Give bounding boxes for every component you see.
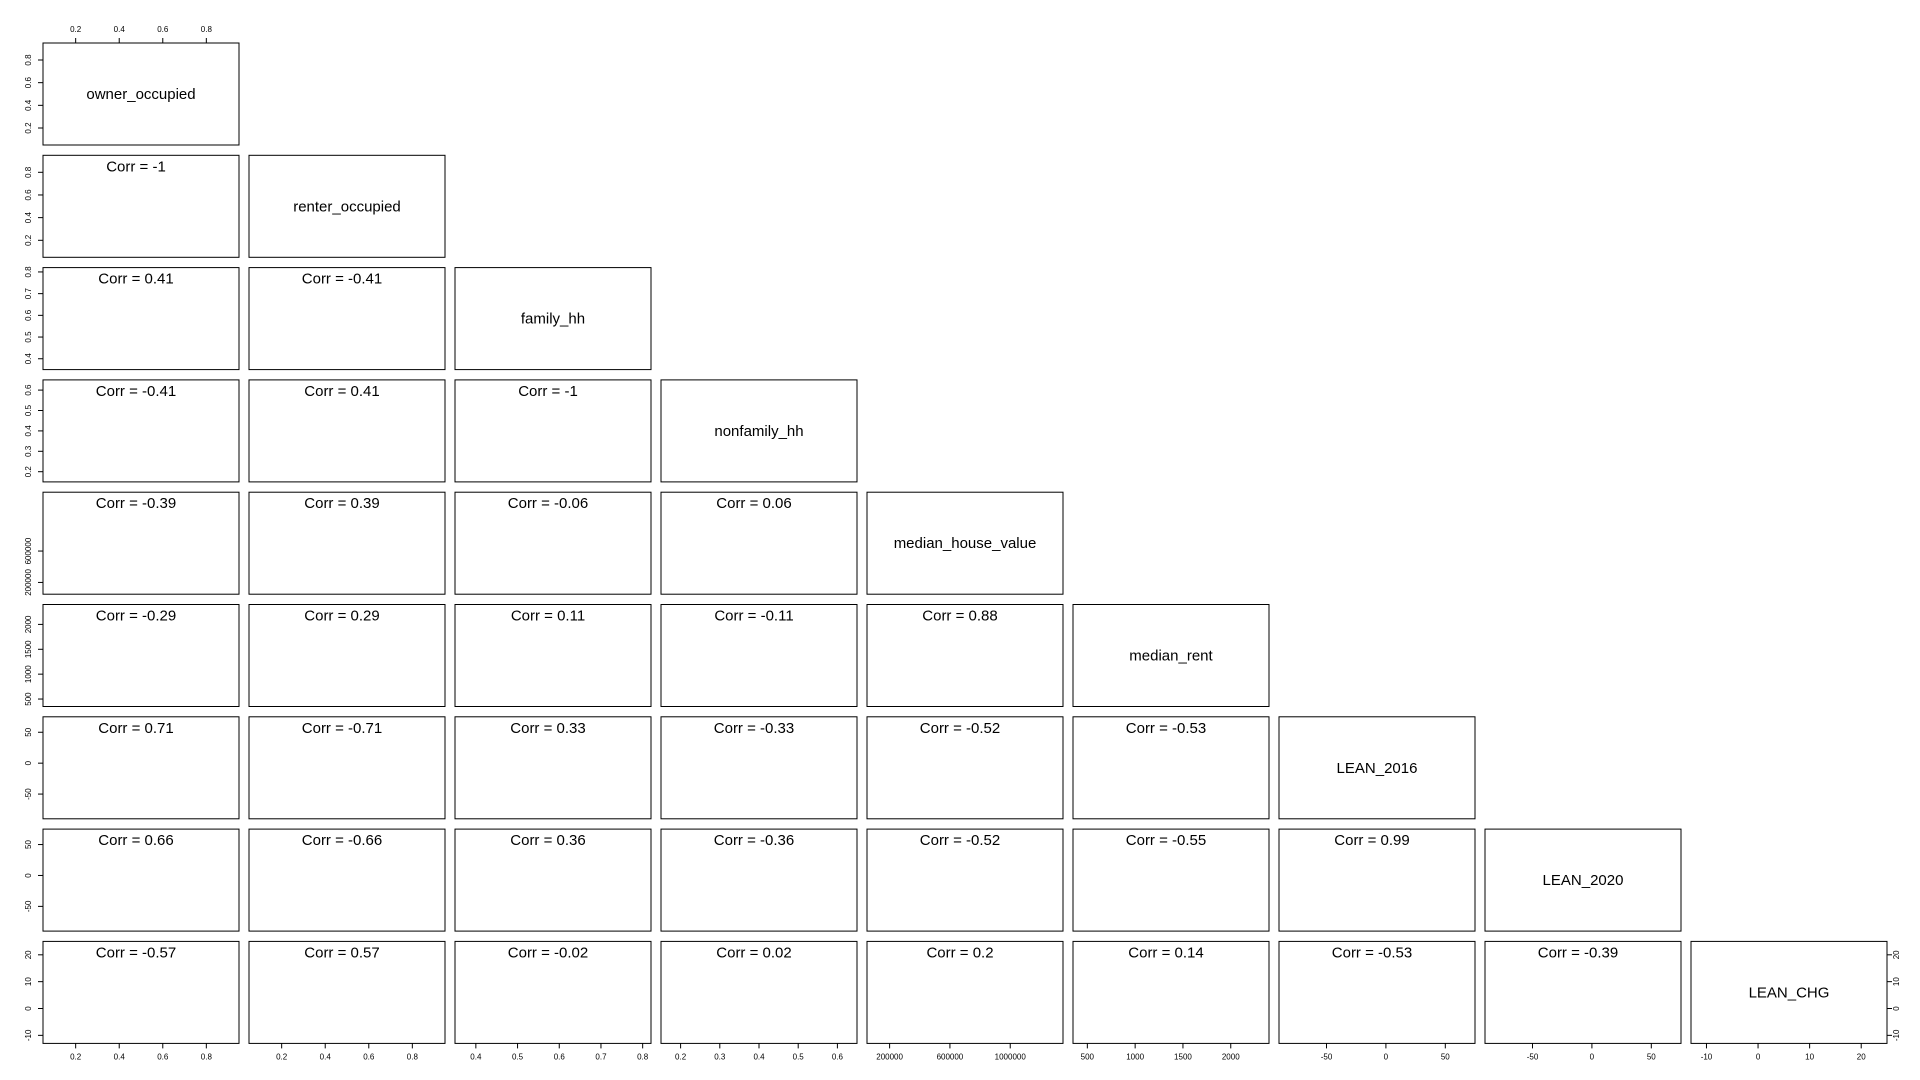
scatterplot-matrix: owner_occupiedrenter_occupiedfamily_hhno… xyxy=(24,25,1901,1061)
